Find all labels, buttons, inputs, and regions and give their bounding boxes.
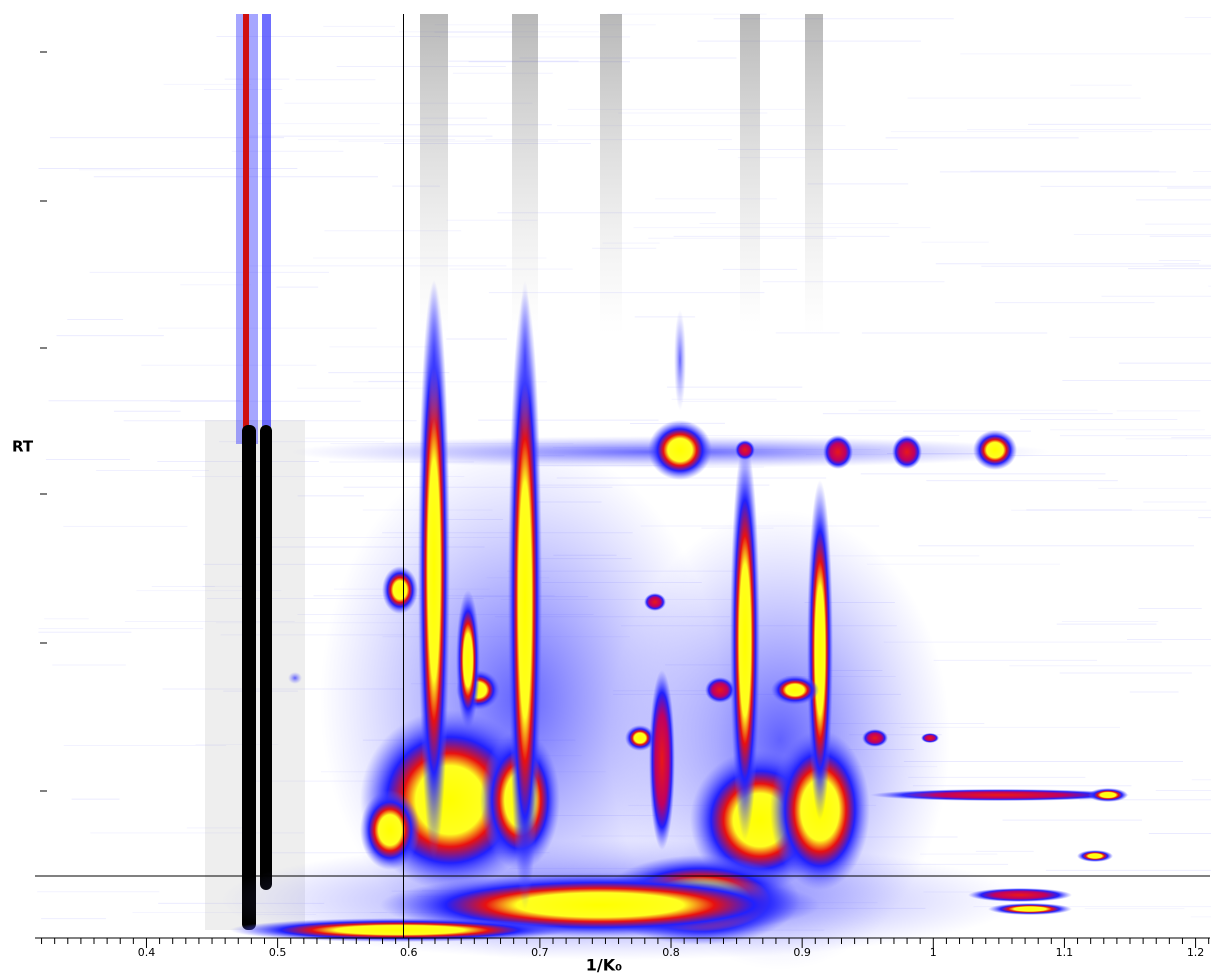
peak [456,590,480,730]
peak [973,430,1017,470]
x-axis-label: 1/K₀ [586,956,622,975]
peak [649,670,675,850]
peak [288,672,302,684]
peak [771,675,819,705]
x-tick-label: 1.1 [1056,946,1074,959]
x-tick-label: 0.7 [531,946,549,959]
peak [674,310,686,410]
peak [988,903,1072,915]
smear [600,14,622,334]
peak [644,593,666,611]
heatmap [37,13,1211,970]
smear [805,14,823,334]
smear [740,14,760,334]
peak [730,440,760,840]
x-tick-label: 0.4 [138,946,156,959]
peak [921,733,939,743]
x-tick-label: 1 [930,946,937,959]
x-tick-label: 0.9 [793,946,811,959]
peak [625,725,655,751]
column [242,425,256,930]
peak [382,566,418,614]
column [260,425,272,890]
x-tick-label: 0.5 [269,946,287,959]
peak [648,420,712,480]
y-axis-label: RT [12,438,34,456]
peak [862,729,888,747]
x-tick-label: 0.8 [662,946,680,959]
peak [418,280,450,860]
peak [1077,850,1113,862]
peak [807,480,833,820]
peak [1088,788,1128,802]
peak [968,888,1072,902]
mass [230,918,570,942]
peak [892,435,922,469]
peak [823,435,853,469]
peak [735,440,755,460]
trace [262,14,271,444]
x-tick-label: 0.6 [400,946,418,959]
mass [360,790,420,870]
trace [243,14,249,444]
x-tick-label: 1.2 [1187,946,1205,959]
y-ticks [40,51,47,792]
peak [705,677,735,703]
peak [519,280,531,440]
peak [508,290,542,910]
peak [428,280,440,440]
